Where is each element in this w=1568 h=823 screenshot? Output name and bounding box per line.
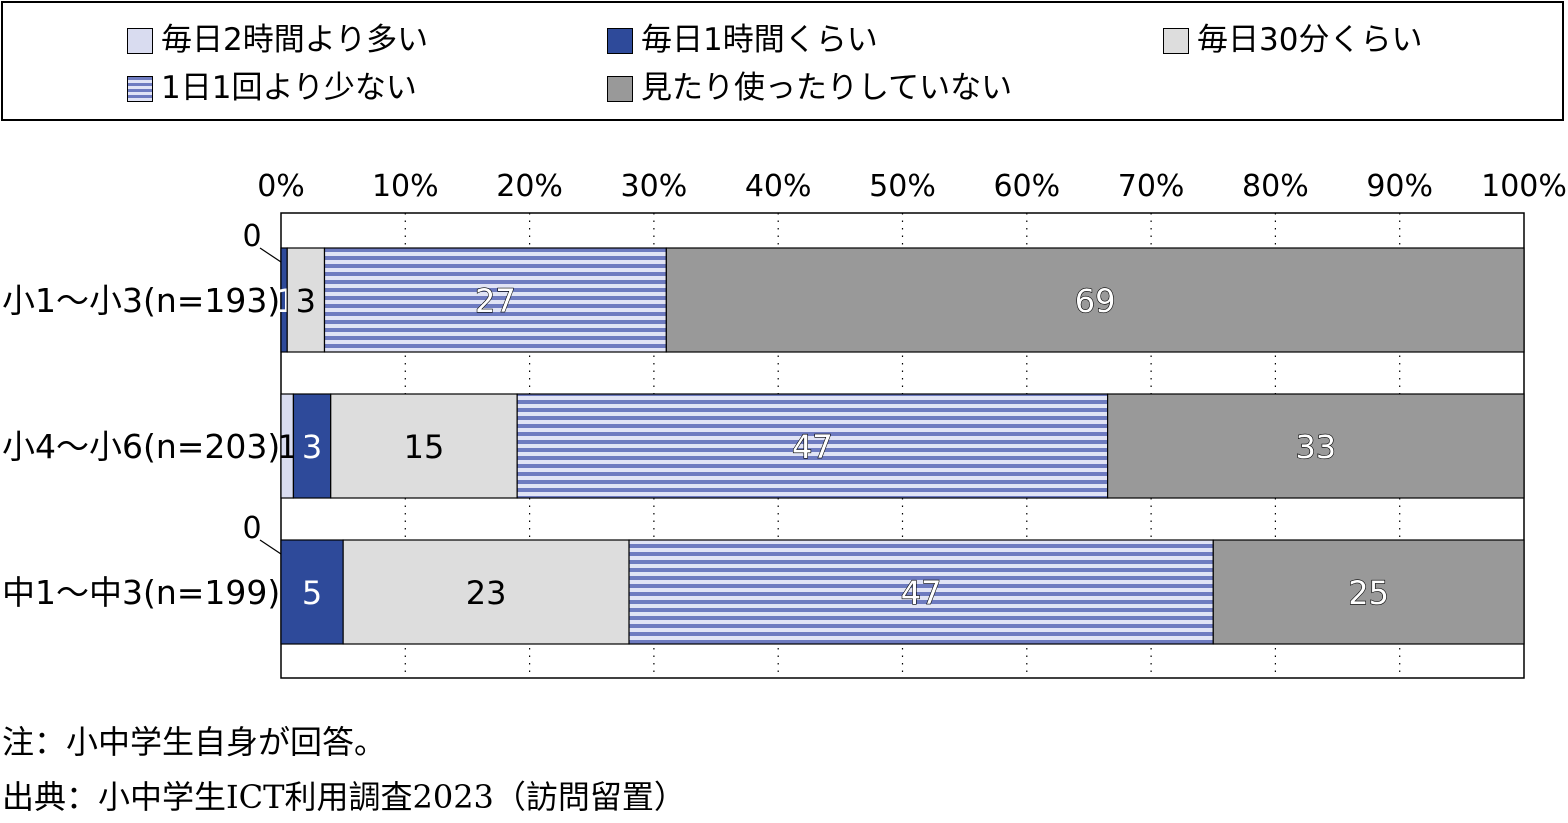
- x-tick-label: 10%: [372, 169, 439, 204]
- data-label: 3: [296, 282, 316, 320]
- legend-swatch-not-using: [607, 75, 633, 102]
- legend-label-over-2-hours: 毎日2時間より多い: [161, 22, 429, 58]
- x-tick-label: 40%: [745, 169, 812, 204]
- data-label: 25: [1348, 574, 1389, 612]
- x-tick-label: 30%: [621, 169, 688, 204]
- legend-label-not-using: 見たり使ったりしていない: [641, 70, 1013, 106]
- bar-segment: [280, 539, 344, 645]
- data-label: 15: [404, 428, 445, 466]
- legend-label-1-hour: 毎日1時間くらい: [641, 22, 878, 58]
- bar-segment: [665, 247, 1525, 353]
- category-label: 中1～中3(n=199): [2, 573, 280, 612]
- legend-item-over-2-hours: 毎日2時間より多い: [127, 25, 428, 56]
- legend-swatch-over-2-hours: [127, 27, 153, 54]
- legend-item-1-hour: 毎日1時間くらい: [607, 25, 878, 56]
- legend-item-not-using: 見たり使ったりしていない: [607, 73, 1012, 104]
- legend-label-30-minutes: 毎日30分くらい: [1197, 22, 1423, 58]
- bar-segment: [628, 539, 1214, 645]
- x-tick-label: 80%: [1242, 169, 1309, 204]
- bar-segment: [292, 393, 332, 499]
- data-label: 47: [901, 574, 942, 612]
- data-label: 23: [466, 574, 507, 612]
- data-label: 69: [1075, 282, 1116, 320]
- x-tick-label: 0%: [257, 169, 305, 204]
- legend-label-less-than-daily: 1日1回より少ない: [161, 70, 417, 106]
- bar-segment: [1212, 539, 1525, 645]
- x-tick-label: 20%: [496, 169, 563, 204]
- legend-item-30-minutes: 毎日30分くらい: [1163, 25, 1422, 56]
- bar-segment: [516, 393, 1109, 499]
- legend-item-less-than-daily: 1日1回より少ない: [127, 73, 417, 104]
- x-tick-label: 100%: [1481, 169, 1567, 204]
- x-tick-label: 60%: [993, 169, 1060, 204]
- data-label: 27: [475, 282, 516, 320]
- bar-segment: [323, 247, 667, 353]
- bar-segment: [342, 539, 630, 645]
- legend: 毎日2時間より多い 毎日1時間くらい 毎日30分くらい 1日1回より少ない 見た…: [1, 1, 1564, 121]
- bar-segment: [1106, 393, 1525, 499]
- callout-line: [259, 539, 285, 557]
- legend-swatch-1-hour: [607, 27, 633, 54]
- bar-segment: [330, 393, 518, 499]
- callout-line: [259, 247, 285, 265]
- data-label: 0: [242, 511, 261, 546]
- category-label: 小1～小3(n=193): [2, 281, 280, 320]
- x-tick-label: 70%: [1118, 169, 1185, 204]
- legend-swatch-less-than-daily: [127, 75, 153, 102]
- x-tick-label: 50%: [869, 169, 936, 204]
- data-label: 47: [792, 428, 833, 466]
- data-label: 5: [302, 574, 322, 612]
- data-label: 3: [302, 428, 322, 466]
- category-label: 小4～小6(n=203): [2, 427, 280, 466]
- legend-swatch-30-minutes: [1163, 27, 1189, 54]
- x-tick-label: 90%: [1366, 169, 1433, 204]
- data-label: 0: [242, 219, 261, 254]
- data-label: 1: [277, 428, 297, 466]
- chart-note: 注：小中学生自身が回答。: [2, 723, 387, 761]
- chart-source: 出典：小中学生ICT利用調査2023（訪問留置）: [2, 778, 686, 816]
- data-label: 33: [1295, 428, 1336, 466]
